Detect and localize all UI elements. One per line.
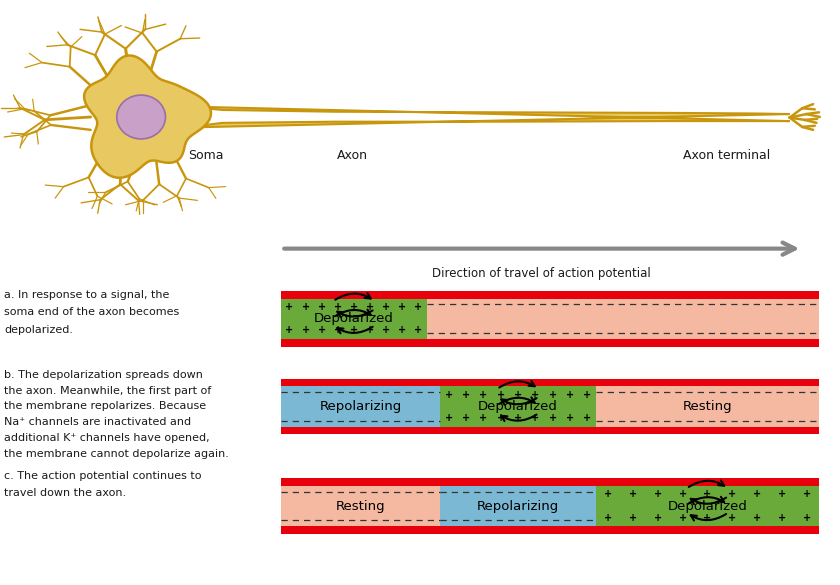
Text: +: + [350, 302, 358, 312]
Text: +: + [398, 302, 407, 312]
Text: +: + [462, 413, 470, 424]
Bar [281, 387, 440, 427]
Text: +: + [366, 302, 374, 312]
Bar [596, 387, 819, 427]
Text: c. The action potential continues to: c. The action potential continues to [4, 471, 202, 481]
Text: +: + [382, 302, 391, 312]
Text: +: + [583, 390, 591, 400]
Text: +: + [679, 512, 687, 523]
Text: +: + [604, 512, 612, 523]
Text: +: + [286, 302, 293, 312]
Text: +: + [496, 413, 505, 424]
Text: additional K⁺ channels have opened,: additional K⁺ channels have opened, [4, 433, 210, 443]
Text: +: + [531, 390, 539, 400]
Text: the membrane cannot depolarize again.: the membrane cannot depolarize again. [4, 449, 229, 459]
Bar [440, 387, 596, 427]
Text: Depolarized: Depolarized [314, 312, 394, 325]
Text: +: + [444, 413, 453, 424]
Bar [281, 426, 819, 434]
Text: Axon terminal: Axon terminal [683, 149, 770, 161]
Text: +: + [480, 413, 487, 424]
Text: +: + [366, 325, 374, 335]
Text: +: + [350, 325, 358, 335]
Text: Soma: Soma [188, 149, 223, 161]
Text: +: + [566, 390, 574, 400]
Text: Repolarizing: Repolarizing [477, 500, 559, 512]
Text: Resting: Resting [683, 400, 732, 413]
Text: +: + [629, 489, 638, 500]
Polygon shape [185, 106, 790, 128]
Text: +: + [679, 489, 687, 500]
Text: +: + [778, 489, 786, 500]
Bar [596, 486, 819, 526]
Text: the axon. Meanwhile, the first part of: the axon. Meanwhile, the first part of [4, 386, 212, 395]
Text: Depolarized: Depolarized [478, 400, 558, 413]
Text: travel down the axon.: travel down the axon. [4, 488, 126, 498]
Text: +: + [802, 512, 811, 523]
Text: Direction of travel of action potential: Direction of travel of action potential [433, 267, 651, 280]
Text: +: + [318, 325, 326, 335]
Text: +: + [496, 390, 505, 400]
Bar [281, 298, 427, 339]
Text: +: + [778, 512, 786, 523]
Text: the membrane repolarizes. Because: the membrane repolarizes. Because [4, 401, 207, 411]
Text: +: + [753, 512, 761, 523]
Text: +: + [333, 325, 342, 335]
Text: Repolarizing: Repolarizing [319, 400, 402, 413]
Text: +: + [398, 325, 407, 335]
Text: +: + [728, 489, 737, 500]
Text: +: + [629, 512, 638, 523]
Text: +: + [318, 302, 326, 312]
Text: +: + [549, 390, 557, 400]
Text: b. The depolarization spreads down: b. The depolarization spreads down [4, 370, 203, 380]
Bar [281, 291, 819, 298]
Text: Depolarized: Depolarized [668, 500, 748, 512]
Text: +: + [480, 390, 487, 400]
Text: +: + [654, 512, 662, 523]
Text: +: + [654, 489, 662, 500]
Bar [281, 479, 819, 486]
Text: +: + [462, 390, 470, 400]
Text: +: + [333, 302, 342, 312]
Text: +: + [604, 489, 612, 500]
Text: Axon: Axon [338, 149, 368, 161]
Text: +: + [444, 390, 453, 400]
Text: +: + [728, 512, 737, 523]
Bar [281, 339, 819, 346]
Text: +: + [514, 390, 522, 400]
Text: +: + [583, 413, 591, 424]
Text: +: + [566, 413, 574, 424]
Text: +: + [753, 489, 761, 500]
Text: +: + [414, 302, 423, 312]
Text: +: + [302, 302, 310, 312]
Text: soma end of the axon becomes: soma end of the axon becomes [4, 307, 180, 317]
Text: +: + [703, 512, 711, 523]
Text: Na⁺ channels are inactivated and: Na⁺ channels are inactivated and [4, 417, 192, 427]
Bar [440, 486, 596, 526]
Text: Resting: Resting [336, 500, 386, 512]
Bar [281, 526, 819, 534]
Ellipse shape [117, 95, 165, 139]
Polygon shape [84, 56, 211, 178]
Text: +: + [703, 489, 711, 500]
Bar [281, 486, 440, 526]
Text: +: + [802, 489, 811, 500]
Text: +: + [286, 325, 293, 335]
Text: +: + [302, 325, 310, 335]
Text: +: + [382, 325, 391, 335]
Text: +: + [414, 325, 423, 335]
Text: depolarized.: depolarized. [4, 325, 73, 335]
Text: +: + [514, 413, 522, 424]
Text: +: + [531, 413, 539, 424]
Bar [281, 379, 819, 387]
Text: +: + [549, 413, 557, 424]
Bar [427, 298, 819, 339]
Text: a. In response to a signal, the: a. In response to a signal, the [4, 290, 170, 300]
